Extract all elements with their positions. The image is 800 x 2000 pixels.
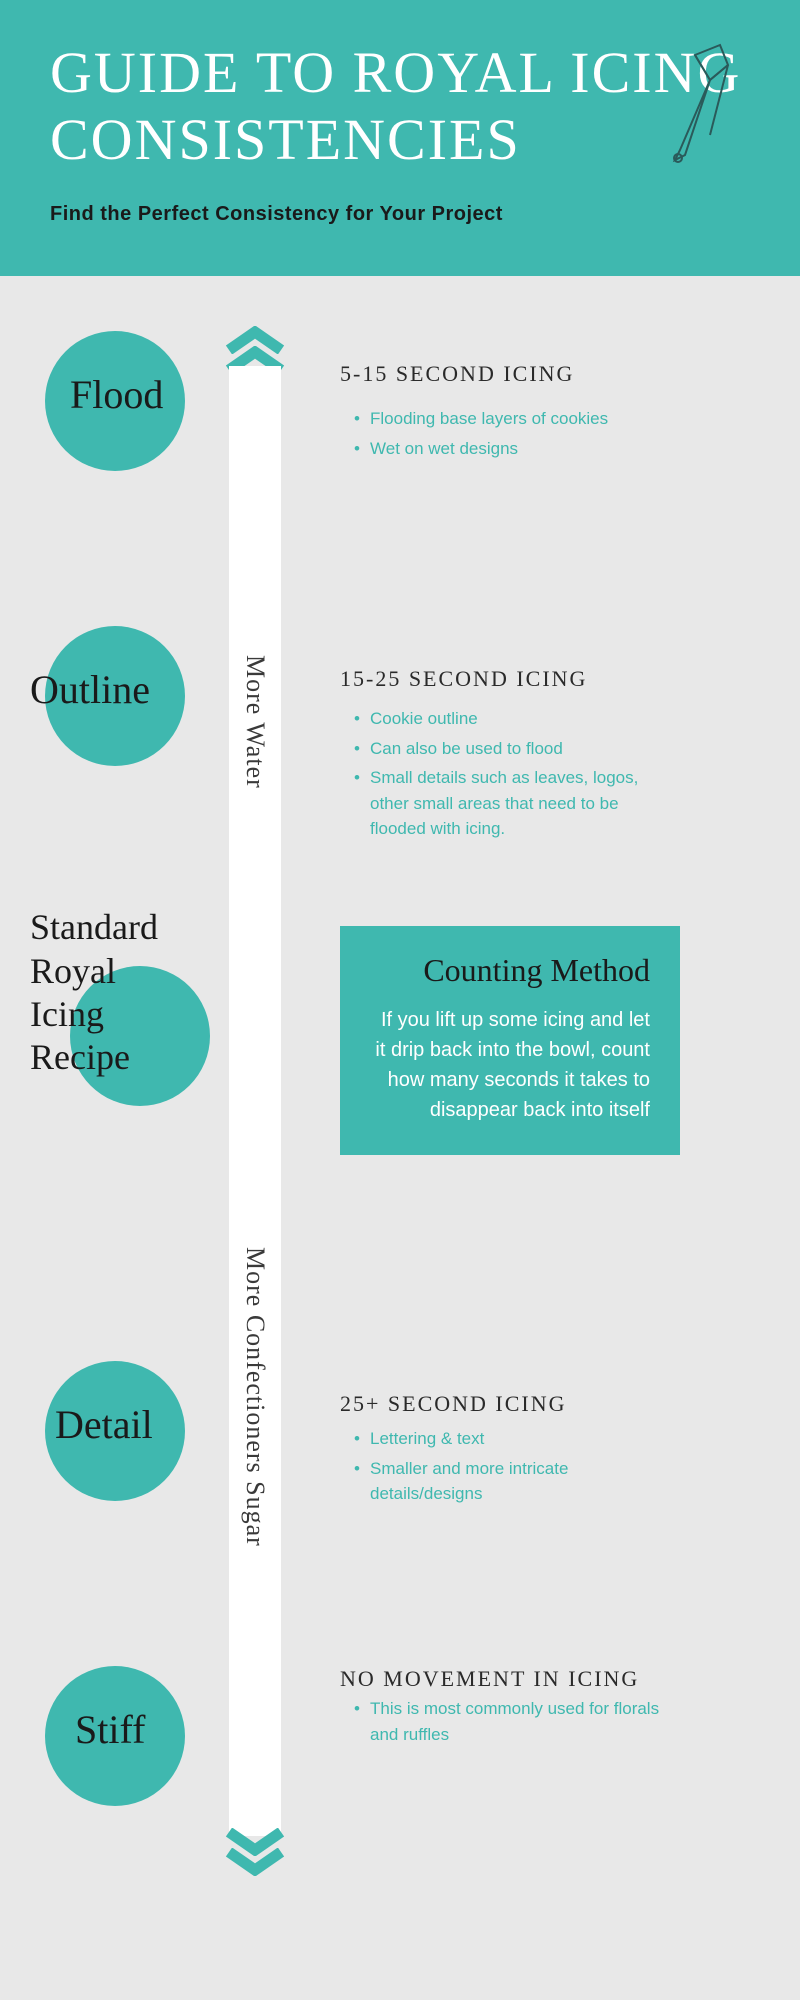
- arrow-bar: More Water More Confectioners Sugar: [229, 366, 281, 1836]
- arrow-column: More Water More Confectioners Sugar: [225, 326, 285, 1876]
- list-item: Can also be used to flood: [350, 736, 670, 762]
- counting-body: If you lift up some icing and let it dri…: [370, 1005, 650, 1125]
- list-item: Lettering & text: [350, 1426, 650, 1452]
- piping-bag-icon: [660, 40, 750, 170]
- chevron-down-icon: [225, 1848, 285, 1876]
- more-sugar-label: More Confectioners Sugar: [240, 1247, 270, 1547]
- counting-method-box: Counting Method If you lift up some icin…: [340, 926, 680, 1154]
- standard-line4: Recipe: [30, 1037, 130, 1077]
- main-title: GUIDE TO ROYAL ICING CONSISTENCIES: [50, 40, 750, 173]
- stiff-bullets: This is most commonly used for florals a…: [350, 1696, 690, 1751]
- detail-heading: 25+ SECOND ICING: [340, 1391, 567, 1417]
- outline-label: Outline: [30, 666, 150, 714]
- list-item: Small details such as leaves, logos, oth…: [350, 765, 670, 842]
- standard-line1: Standard: [30, 907, 158, 947]
- standard-line2: Royal: [30, 951, 116, 991]
- outline-bullets: Cookie outline Can also be used to flood…: [350, 706, 670, 846]
- list-item: This is most commonly used for florals a…: [350, 1696, 690, 1747]
- list-item: Flooding base layers of cookies: [350, 406, 630, 432]
- flood-label: Flood: [70, 371, 163, 419]
- more-water-label: More Water: [240, 655, 270, 789]
- counting-title: Counting Method: [370, 951, 650, 989]
- standard-label: Standard Royal Icing Recipe: [30, 906, 158, 1079]
- header: GUIDE TO ROYAL ICING CONSISTENCIES Find …: [0, 0, 800, 276]
- flood-heading: 5-15 SECOND ICING: [340, 361, 574, 387]
- content-area: More Water More Confectioners Sugar Floo…: [0, 276, 800, 1896]
- stiff-label: Stiff: [75, 1706, 145, 1754]
- subtitle: Find the Perfect Consistency for Your Pr…: [50, 203, 750, 226]
- stiff-heading: NO MOVEMENT IN ICING: [340, 1666, 639, 1692]
- flood-bullets: Flooding base layers of cookies Wet on w…: [350, 406, 630, 465]
- detail-label: Detail: [55, 1401, 153, 1449]
- list-item: Wet on wet designs: [350, 436, 630, 462]
- list-item: Cookie outline: [350, 706, 670, 732]
- list-item: Smaller and more intricate details/desig…: [350, 1456, 650, 1507]
- standard-line3: Icing: [30, 994, 104, 1034]
- outline-heading: 15-25 SECOND ICING: [340, 666, 587, 692]
- detail-bullets: Lettering & text Smaller and more intric…: [350, 1426, 650, 1511]
